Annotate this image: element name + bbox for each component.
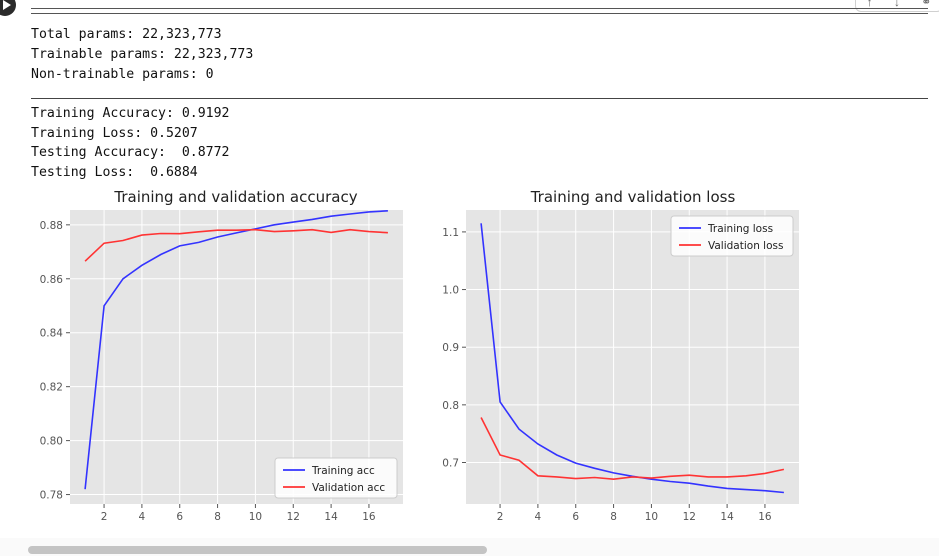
chart1-title: Training and validation accuracy bbox=[113, 188, 357, 206]
cell-toolbar: ↑ ↓ ⚭ bbox=[855, 0, 939, 12]
arrow-down-icon[interactable]: ↓ bbox=[893, 0, 900, 9]
run-cell-button[interactable] bbox=[0, 0, 16, 16]
chart1-y-tick-label: 0.82 bbox=[40, 382, 63, 394]
chart2-series-validation-line bbox=[480, 417, 785, 481]
testing-accuracy-text: Testing Accuracy: 0.8772 bbox=[31, 145, 230, 160]
chart1-x-tick-label: 8 bbox=[214, 511, 221, 523]
chart1-x-tick-label: 6 bbox=[176, 511, 183, 523]
chart2-x-tick-label: 2 bbox=[497, 511, 504, 523]
chart2-x-tick-label: 12 bbox=[683, 511, 696, 523]
chart1-legend-label: Training acc bbox=[311, 465, 375, 477]
testing-loss-text: Testing Loss: 0.6884 bbox=[31, 165, 198, 180]
chart1-legend bbox=[274, 457, 398, 499]
chart1-series-training-line bbox=[84, 210, 388, 490]
chart2-y-tick-label: 1.1 bbox=[442, 227, 459, 239]
chart2-y-tick-label: 0.9 bbox=[442, 342, 459, 354]
training-loss-text: Training Loss: 0.5207 bbox=[31, 126, 198, 141]
chart1-x-tick-label: 16 bbox=[362, 511, 376, 523]
separator-line bbox=[31, 98, 928, 99]
chart1-y-tick-label: 0.80 bbox=[40, 436, 63, 448]
horizontal-scrollbar-thumb[interactable] bbox=[28, 546, 487, 554]
chart1-x-tick-label: 12 bbox=[287, 511, 300, 523]
chart2-x-tick-label: 10 bbox=[645, 511, 658, 523]
chart1-y-tick-label: 0.84 bbox=[40, 328, 64, 340]
training-figure: Training and validation accuracy 2 4 6 8 10 12… bbox=[40, 188, 799, 523]
chart2-x-tick-label: 4 bbox=[535, 511, 542, 523]
chart2-legend-label: Training loss bbox=[707, 223, 773, 235]
chart1-y-tick-label: 0.88 bbox=[40, 220, 63, 232]
chart1-x-tick-label: 10 bbox=[249, 511, 262, 523]
chart1-x-tick-label: 4 bbox=[139, 511, 146, 523]
chart2-legend bbox=[670, 215, 794, 257]
chart1-x-tick-label: 14 bbox=[324, 511, 338, 523]
chart2-y-tick-label: 1.0 bbox=[442, 285, 459, 297]
chart2-plot-area bbox=[466, 210, 799, 504]
chart2-title: Training and validation loss bbox=[530, 188, 736, 206]
trainable-params-text: Trainable params: 22,323,773 bbox=[31, 47, 254, 62]
chart1-legend-label: Validation acc bbox=[312, 482, 385, 494]
chart1-x-tick-label: 2 bbox=[101, 511, 108, 523]
chart2-x-tick-label: 16 bbox=[758, 511, 772, 523]
non-trainable-params-text: Non-trainable params: 0 bbox=[31, 67, 214, 82]
chart1-y-tick-label: 0.86 bbox=[40, 274, 64, 286]
chart2-legend-label: Validation loss bbox=[708, 240, 783, 252]
arrow-up-icon[interactable]: ↑ bbox=[866, 0, 873, 9]
chart2-x-tick-label: 8 bbox=[610, 511, 617, 523]
chart2-y-tick-label: 0.7 bbox=[442, 457, 459, 469]
total-params-text: Total params: 22,323,773 bbox=[31, 27, 222, 42]
chart1-plot-area bbox=[70, 210, 403, 504]
chart1-series-validation-line bbox=[84, 228, 388, 262]
chart1-y-tick-label: 0.78 bbox=[40, 490, 63, 502]
link-icon[interactable]: ⚭ bbox=[921, 0, 932, 9]
chart2-y-tick-label: 0.8 bbox=[442, 400, 459, 412]
chart2-x-tick-label: 14 bbox=[720, 511, 734, 523]
chart2-x-tick-label: 6 bbox=[572, 511, 579, 523]
separator-double-line bbox=[31, 8, 928, 14]
training-accuracy-text: Training Accuracy: 0.9192 bbox=[31, 106, 230, 121]
